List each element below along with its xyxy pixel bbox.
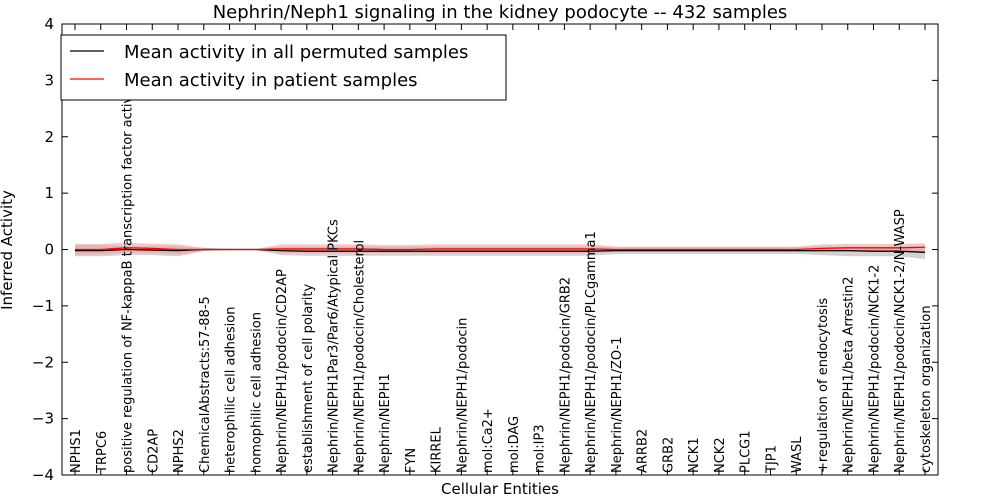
category-label: CD2AP (146, 429, 161, 473)
y-tick-label: 3 (44, 71, 54, 89)
category-label: Nephrin/NEPH1/beta Arrestin2 (842, 277, 857, 474)
y-axis: −4 −3 −2 −1 0 1 2 3 4 (32, 15, 938, 484)
y-tick-label: −1 (32, 297, 54, 315)
category-label: Nephrin/NEPH1/podocin/NCK1-2/N-WASP (893, 209, 908, 473)
category-label: Nephrin/NEPH1/podocin/CD2AP (275, 269, 290, 473)
category-label: Nephrin/NEPH1/podocin/Cholesterol (352, 240, 367, 473)
y-tick-label: 2 (44, 128, 54, 146)
category-label: homophilic cell adhesion (249, 312, 264, 473)
chart-title: Nephrin/Neph1 signaling in the kidney po… (213, 2, 788, 23)
category-label: TJP1 (764, 445, 779, 474)
category-label: NPHS1 (69, 429, 84, 473)
category-label: cytoskeleton organization (919, 305, 934, 473)
y-tick-label: 4 (44, 15, 54, 33)
category-label: GRB2 (661, 437, 676, 473)
y-axis-label: Inferred Activity (0, 190, 16, 310)
y-tick-label: −3 (32, 410, 54, 428)
category-label: NCK1 (687, 437, 702, 473)
category-label: Nephrin/NEPH1/podocin (455, 318, 470, 473)
category-label: NPHS2 (172, 429, 187, 473)
category-label: mol:DAG (507, 416, 522, 473)
category-label: PLCG1 (739, 430, 754, 473)
x-axis-label: Cellular Entities (441, 480, 559, 498)
y-tick-label: 1 (44, 184, 54, 202)
category-label: positive regulation of NF-kappaB transcr… (121, 79, 136, 473)
category-label: Nephrin/NEPH1/podocin/PLCgamma1 (584, 231, 599, 473)
category-label: Nephrin/NEPH1/ZO-1 (610, 337, 625, 473)
category-label: KIRREL (430, 426, 445, 473)
category-label: ARRB2 (636, 429, 651, 473)
y-tick-label: −4 (32, 466, 54, 484)
y-tick-label: 0 (44, 241, 54, 259)
category-label: WASL (790, 436, 805, 473)
category-label: Nephrin/NEPH1/podocin/GRB2 (558, 277, 573, 473)
category-labels: NPHS1 TRPC6 positive regulation of NF-kapp… (69, 24, 934, 475)
category-label: mol:IP3 (533, 424, 548, 473)
category-label: TRPC6 (95, 431, 110, 474)
category-label: heterophilic cell adhesion (224, 307, 239, 474)
y-tick-label: −2 (32, 353, 54, 371)
category-label: FYN (404, 448, 419, 473)
legend-label-permuted: Mean activity in all permuted samples (124, 42, 468, 63)
legend-label-patient: Mean activity in patient samples (124, 70, 418, 91)
legend: Mean activity in all permuted samples Me… (60, 34, 507, 101)
category-label: NCK2 (713, 437, 728, 473)
category-label: Nephrin/NEPH1Par3/Par6/Atypical PKCs (327, 219, 342, 473)
category-label: +regulation of endocytosis (816, 298, 831, 473)
category-label: Nephrin/NEPH1/podocin/NCK1-2 (867, 265, 882, 473)
category-label: establishment of cell polarity (301, 284, 316, 473)
series-lines (75, 246, 926, 253)
plot-frame (61, 23, 939, 476)
category-label: Nephrin/NEPH1 (378, 373, 393, 473)
category-label: ChemicalAbstracts:57-88-5 (198, 296, 213, 473)
category-label: mol:Ca2+ (481, 408, 496, 473)
legend-box (60, 34, 507, 101)
line-patient (75, 246, 926, 251)
